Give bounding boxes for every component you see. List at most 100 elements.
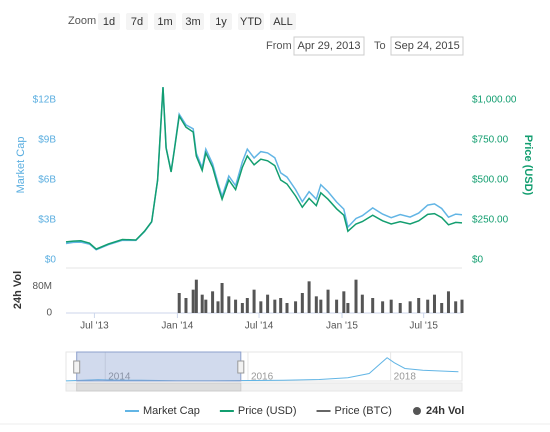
volume-bar	[381, 301, 385, 313]
y-axis-title: Market Cap	[15, 137, 27, 194]
volume-bar	[191, 289, 195, 313]
series-line	[65, 87, 463, 251]
volume-bar	[300, 293, 304, 313]
volume-bar	[273, 299, 277, 313]
volume-bar	[220, 283, 224, 313]
range-button[interactable]	[238, 13, 264, 30]
to-label: To	[374, 40, 386, 52]
y-tick-label: $12B	[33, 95, 57, 106]
zoom-label: Zoom	[68, 15, 96, 27]
volume-bar	[440, 303, 444, 313]
volume-bar	[266, 294, 270, 313]
range-button-label[interactable]: YTD	[240, 16, 262, 28]
series-line	[65, 87, 463, 250]
x-tick-label: Jul '15	[409, 321, 438, 332]
volume-bar	[354, 279, 358, 313]
volume-bar	[360, 294, 364, 313]
volume-bar	[426, 299, 430, 313]
range-button-label[interactable]: 3m	[185, 16, 200, 28]
volume-bar	[184, 298, 188, 313]
volume-bar	[259, 301, 263, 313]
x-tick-label: Jan '15	[326, 321, 358, 332]
volume-bar	[194, 279, 198, 313]
y2-tick-label: $1,000.00	[472, 95, 517, 106]
from-value[interactable]: Apr 29, 2013	[298, 40, 361, 52]
from-label: From	[266, 40, 292, 52]
y2-tick-label: $750.00	[472, 135, 509, 146]
range-button-label[interactable]: 1m	[157, 16, 172, 28]
navigator-handle[interactable]	[73, 360, 81, 374]
volume-bar	[371, 298, 375, 313]
volume-bar	[211, 291, 215, 313]
volume-bar	[234, 299, 238, 313]
navigator-selection[interactable]	[76, 351, 242, 382]
legend-label[interactable]: Price (BTC)	[335, 405, 392, 417]
volume-bar	[319, 299, 323, 313]
scrollbar-track	[65, 382, 463, 392]
navigator-box	[65, 351, 463, 382]
x-tick-label: Jan '14	[161, 321, 193, 332]
y-tick-label: $3B	[38, 215, 56, 226]
volume-bar	[398, 303, 402, 313]
range-button[interactable]	[270, 13, 296, 30]
volume-axis-title: 24h Vol	[12, 271, 24, 309]
range-button[interactable]	[98, 13, 120, 30]
volume-bar	[460, 299, 464, 313]
volume-bar	[335, 299, 339, 313]
volume-bar	[326, 289, 330, 313]
legend-label[interactable]: Price (USD)	[238, 405, 297, 417]
volume-bar	[285, 303, 289, 313]
y2-tick-label: $0	[472, 255, 484, 266]
scrollbar-thumb[interactable]	[76, 382, 242, 392]
volume-bar	[389, 299, 393, 313]
range-button[interactable]	[210, 13, 232, 30]
volume-bar	[227, 296, 231, 313]
volume-bar	[294, 301, 298, 313]
volume-bar	[204, 299, 208, 313]
y-tick-label: $6B	[38, 175, 56, 186]
to-value[interactable]: Sep 24, 2015	[394, 40, 459, 52]
navigator-handle[interactable]	[237, 360, 245, 374]
volume-bar	[279, 298, 283, 313]
x-tick-label: Jul '13	[80, 321, 109, 332]
volume-tick-label: 80M	[33, 281, 52, 292]
legend-label[interactable]: 24h Vol	[426, 405, 464, 417]
navigator-tick-label: 2016	[251, 372, 274, 383]
volume-bar	[307, 281, 311, 313]
volume-tick-label: 0	[46, 308, 52, 319]
volume-bar	[408, 301, 412, 313]
volume-bar	[177, 293, 181, 313]
from-input[interactable]	[293, 36, 365, 56]
range-button[interactable]	[182, 13, 204, 30]
volume-bar	[417, 298, 421, 313]
range-button-label[interactable]: 7d	[131, 16, 143, 28]
legend-label[interactable]: Market Cap	[143, 405, 200, 417]
y-tick-label: $0	[45, 255, 57, 266]
volume-bar	[432, 294, 436, 313]
volume-bar	[240, 303, 244, 313]
to-input[interactable]	[390, 36, 464, 56]
y2-axis-title: Price (USD)	[522, 135, 534, 196]
navigator-line	[65, 357, 459, 382]
range-button-label[interactable]: ALL	[273, 16, 293, 28]
range-button[interactable]	[154, 13, 176, 30]
y2-tick-label: $250.00	[472, 215, 509, 226]
legend-swatch[interactable]	[412, 407, 421, 415]
navigator-tick-label: 2014	[108, 372, 131, 383]
volume-bar	[252, 289, 256, 313]
range-button-label[interactable]: 1y	[215, 16, 227, 28]
volume-bar	[454, 301, 458, 313]
x-tick-label: Jul '14	[245, 321, 274, 332]
range-button[interactable]	[126, 13, 148, 30]
volume-bar	[200, 294, 204, 313]
y2-tick-label: $500.00	[472, 175, 509, 186]
navigator-tick-label: 2018	[394, 372, 417, 383]
volume-bar	[216, 301, 220, 313]
y-tick-label: $9B	[38, 135, 56, 146]
volume-bar	[314, 296, 318, 313]
range-button-label[interactable]: 1d	[103, 16, 115, 28]
volume-bar	[342, 291, 346, 313]
volume-bar	[245, 298, 249, 313]
